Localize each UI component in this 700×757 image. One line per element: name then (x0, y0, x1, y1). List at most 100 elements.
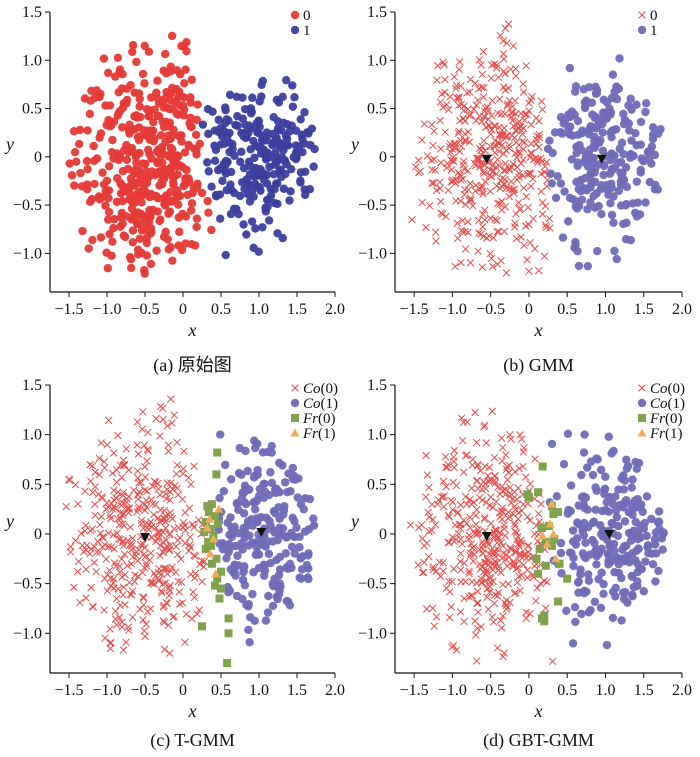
x-axis-label: x (534, 701, 543, 721)
data-point (474, 154, 482, 163)
data-point (192, 115, 202, 125)
data-point (428, 166, 436, 174)
data-point (494, 588, 503, 597)
data-point (510, 561, 518, 570)
data-point (148, 500, 157, 508)
data-point (248, 521, 257, 530)
data-point (251, 224, 260, 233)
data-point (632, 177, 642, 186)
data-point (418, 136, 426, 144)
data-point (620, 517, 630, 526)
data-point (248, 93, 257, 102)
data-point (71, 536, 80, 545)
data-point (247, 217, 257, 226)
data-point (480, 421, 489, 430)
data-point (118, 123, 127, 132)
data-point (455, 65, 463, 74)
data-point (620, 115, 630, 125)
data-point (105, 122, 115, 131)
data-point (187, 199, 197, 208)
data-point (127, 545, 136, 554)
data-point (204, 129, 213, 139)
data-point (109, 223, 118, 233)
x-tick-label: 1.5 (287, 301, 307, 318)
data-point (570, 602, 580, 612)
data-point (500, 521, 508, 530)
data-point (496, 490, 504, 498)
fringe-point-fr0 (210, 581, 219, 590)
data-point (243, 189, 253, 199)
data-point (74, 557, 83, 566)
x-tick-label: −0.5 (476, 682, 505, 699)
data-point (459, 418, 468, 427)
data-point (568, 526, 578, 535)
data-point (192, 214, 202, 223)
data-point (565, 63, 575, 73)
data-point (615, 54, 624, 63)
data-point (439, 477, 448, 486)
data-point (116, 568, 124, 576)
data-point (480, 515, 489, 523)
data-point (249, 243, 258, 252)
data-point (607, 449, 616, 458)
data-point (632, 212, 642, 221)
data-point (449, 177, 457, 185)
data-point (626, 153, 635, 162)
data-point (470, 105, 478, 114)
data-point (482, 484, 490, 493)
data-point (538, 210, 547, 218)
data-point (203, 104, 213, 114)
data-point (511, 548, 520, 557)
data-point (126, 540, 134, 549)
data-point (591, 164, 600, 173)
data-point (504, 20, 513, 28)
data-point (472, 520, 480, 529)
data-point (512, 564, 521, 573)
data-point (641, 107, 650, 117)
data-point (464, 128, 472, 136)
data-point (290, 93, 299, 102)
data-point (503, 462, 511, 471)
data-point (465, 138, 474, 146)
data-point (159, 564, 168, 573)
data-point (143, 225, 152, 235)
data-point (291, 475, 300, 484)
legend-marker (637, 398, 647, 408)
data-point (154, 530, 163, 538)
data-point (134, 505, 143, 513)
data-point (439, 58, 447, 67)
data-point (234, 561, 243, 570)
data-point (95, 454, 104, 463)
data-point (631, 556, 640, 565)
data-point (493, 61, 501, 69)
data-point (154, 569, 163, 577)
y-tick-label: 1.0 (367, 52, 387, 69)
data-point (165, 584, 173, 592)
data-point (80, 94, 90, 103)
data-point (605, 492, 614, 502)
data-point (586, 198, 595, 207)
data-point (454, 529, 463, 538)
data-point (515, 464, 523, 473)
series-Co(0) (62, 395, 209, 658)
data-point (519, 448, 528, 456)
data-point (445, 577, 453, 586)
data-point (601, 472, 610, 481)
data-point (481, 177, 490, 186)
data-point (156, 432, 164, 440)
legend: Co(0)Co(1)Fr(0)Fr(1) (290, 381, 338, 442)
data-point (474, 599, 482, 607)
data-point (100, 574, 109, 583)
data-point (267, 478, 277, 488)
data-point (616, 168, 625, 177)
data-point (515, 141, 523, 149)
data-point (477, 623, 485, 631)
data-point (564, 110, 573, 119)
data-point (586, 457, 596, 466)
data-point (571, 617, 580, 627)
series-0 (65, 31, 216, 278)
data-point (108, 237, 117, 246)
data-point (580, 588, 589, 598)
cluster-center-marker (596, 154, 607, 164)
data-point (429, 141, 437, 150)
